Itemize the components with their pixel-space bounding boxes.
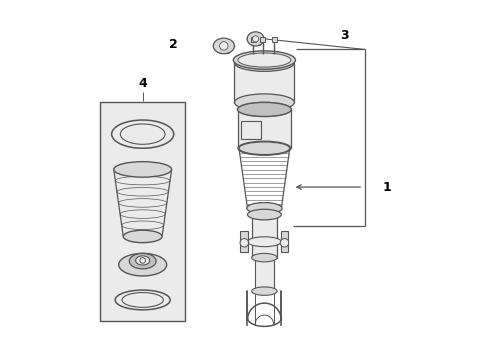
Bar <box>234 63 294 102</box>
Bar <box>238 109 291 148</box>
Ellipse shape <box>247 203 281 213</box>
Ellipse shape <box>239 142 290 154</box>
Ellipse shape <box>238 102 291 117</box>
Circle shape <box>220 42 228 50</box>
Ellipse shape <box>121 124 165 144</box>
Bar <box>272 37 277 42</box>
Ellipse shape <box>112 120 174 148</box>
Bar <box>251 37 256 42</box>
Ellipse shape <box>234 94 294 111</box>
Bar <box>252 208 277 258</box>
Circle shape <box>240 239 248 247</box>
Bar <box>260 37 265 42</box>
Text: 3: 3 <box>340 29 349 42</box>
Ellipse shape <box>234 54 294 71</box>
Bar <box>100 102 185 321</box>
Ellipse shape <box>129 253 156 269</box>
Ellipse shape <box>247 209 281 220</box>
Ellipse shape <box>213 38 234 54</box>
Ellipse shape <box>122 293 163 307</box>
Circle shape <box>140 258 146 263</box>
Bar <box>254 258 274 291</box>
Ellipse shape <box>119 253 167 276</box>
Bar <box>241 121 261 139</box>
Text: 1: 1 <box>383 181 392 194</box>
Ellipse shape <box>233 51 295 69</box>
Text: 4: 4 <box>138 77 147 90</box>
Ellipse shape <box>238 102 292 117</box>
Ellipse shape <box>247 237 281 247</box>
Ellipse shape <box>136 256 150 265</box>
Bar <box>281 231 289 252</box>
Ellipse shape <box>252 253 277 262</box>
Circle shape <box>280 239 289 247</box>
Ellipse shape <box>247 32 264 46</box>
Ellipse shape <box>115 290 170 310</box>
Ellipse shape <box>114 162 172 177</box>
Bar <box>241 231 248 252</box>
Ellipse shape <box>247 203 282 214</box>
Ellipse shape <box>252 287 277 295</box>
Ellipse shape <box>238 141 291 155</box>
Ellipse shape <box>123 230 162 243</box>
Circle shape <box>252 36 259 42</box>
Text: 2: 2 <box>169 38 178 51</box>
Ellipse shape <box>238 53 291 67</box>
